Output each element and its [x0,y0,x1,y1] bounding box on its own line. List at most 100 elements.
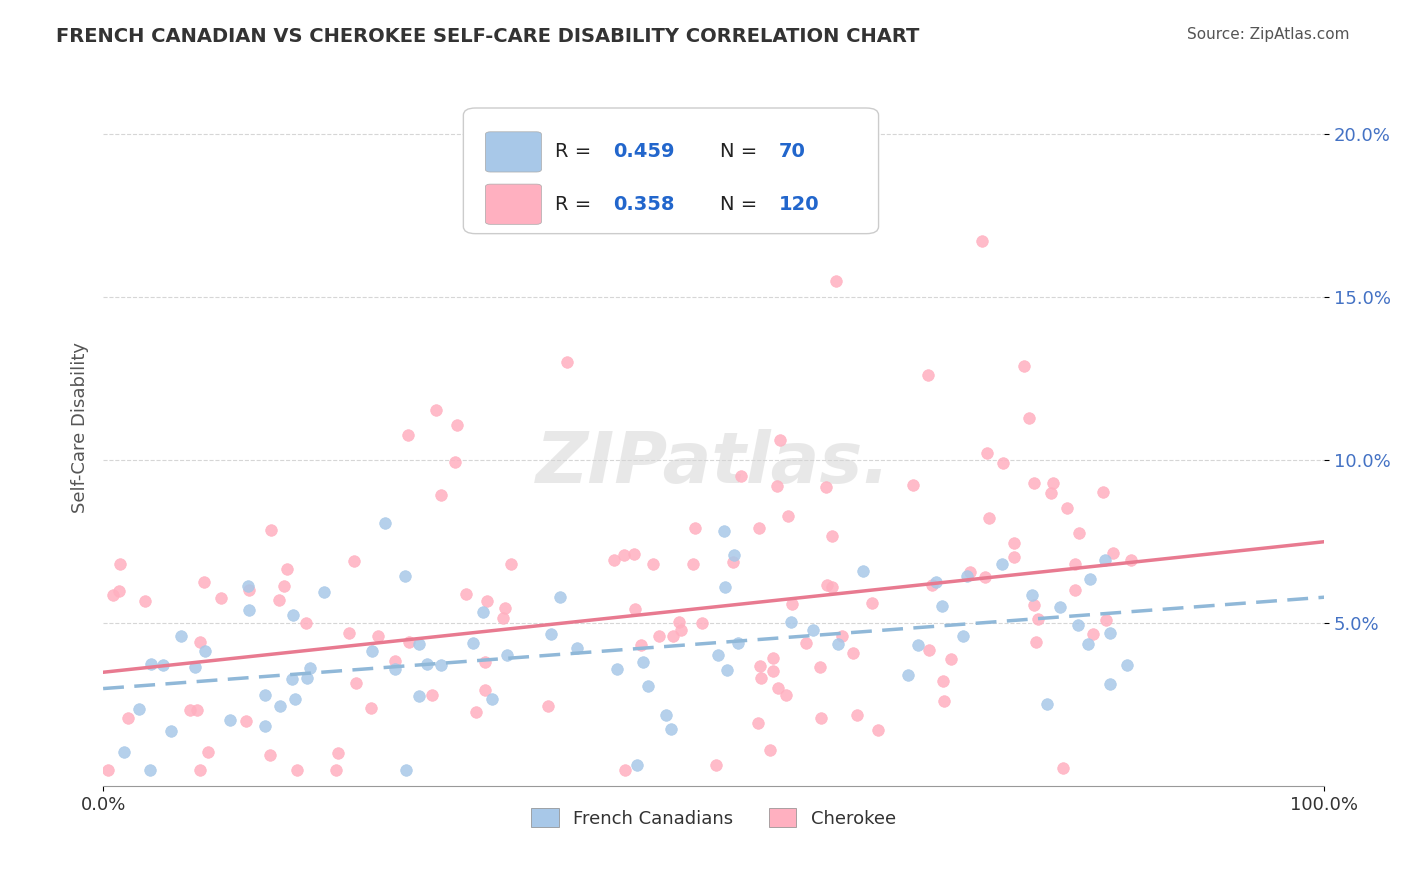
Text: N =: N = [720,143,763,161]
Point [325,763,347,777]
Point [110,557,132,571]
Point [641,557,664,571]
Point [446,417,468,432]
Text: FRENCH CANADIAN VS CHEROKEE SELF-CARE DISABILITY CORRELATION CHART: FRENCH CANADIAN VS CHEROKEE SELF-CARE DI… [56,27,920,45]
Point [540,627,562,641]
Point [623,548,645,562]
Point [134,593,156,607]
Point [343,554,366,568]
Point [626,758,648,772]
Point [384,662,406,676]
Point [299,661,322,675]
Point [128,702,150,716]
Point [668,615,690,629]
Point [312,585,335,599]
Point [254,719,277,733]
Point [852,564,875,578]
Point [630,638,652,652]
Point [501,557,523,571]
Point [269,698,291,713]
Point [1083,627,1105,641]
Point [420,688,443,702]
Point [108,584,131,599]
Point [1102,546,1125,560]
Point [603,553,626,567]
Point [707,648,730,663]
Point [932,673,955,688]
Text: 70: 70 [779,143,806,161]
Point [415,657,437,671]
Point [565,641,588,656]
Point [260,523,283,537]
Point [1002,536,1025,550]
Point [281,672,304,686]
Point [396,427,419,442]
Point [959,565,981,579]
Point [1040,486,1063,500]
Point [344,676,367,690]
Point [1077,637,1099,651]
Point [294,616,316,631]
Point [463,636,485,650]
Text: ZIPatlas.: ZIPatlas. [536,429,891,498]
Point [1069,525,1091,540]
Point [1064,557,1087,571]
Point [706,757,728,772]
FancyBboxPatch shape [464,108,879,234]
Text: 120: 120 [779,194,820,214]
Point [254,688,277,702]
Point [209,591,232,605]
Point [682,557,704,571]
Point [267,593,290,607]
Point [762,664,785,678]
Point [179,703,201,717]
Point [941,652,963,666]
Point [193,574,215,589]
Point [824,274,846,288]
Point [477,594,499,608]
Point [659,723,682,737]
Point [408,637,430,651]
Point [623,602,645,616]
Point [408,689,430,703]
Point [374,516,396,530]
Point [1049,599,1071,614]
Point [814,480,837,494]
Point [897,668,920,682]
Point [188,763,211,777]
Point [1012,359,1035,373]
Point [637,679,659,693]
Point [683,521,706,535]
Point [295,671,318,685]
Point [114,745,136,759]
Point [97,763,120,777]
Point [276,562,298,576]
Point [917,368,939,383]
Point [976,446,998,460]
Point [238,582,260,597]
Point [1052,761,1074,775]
Point [779,615,801,629]
Point [398,634,420,648]
Point [780,598,803,612]
Point [766,479,789,493]
Point [395,763,418,777]
Point [727,636,749,650]
Point [474,683,496,698]
Point [977,511,1000,525]
Point [845,708,868,723]
Point [827,638,849,652]
Text: N =: N = [720,194,763,214]
Point [972,235,994,249]
Point [1026,612,1049,626]
Point [723,548,745,562]
Point [394,568,416,582]
Point [1021,588,1043,602]
Point [1025,635,1047,649]
Point [1078,572,1101,586]
Point [494,601,516,615]
Point [690,616,713,631]
Point [613,763,636,777]
Point [648,629,671,643]
Point [430,488,453,502]
